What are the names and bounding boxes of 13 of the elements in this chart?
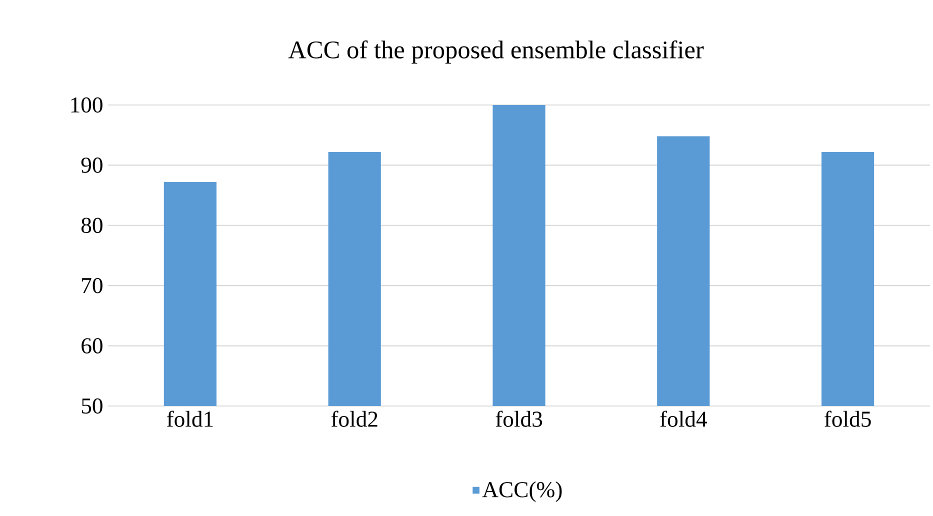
y-tick-label: 80 — [81, 218, 102, 234]
y-tick-label: 60 — [82, 338, 102, 354]
y-tick-label: 50 — [82, 398, 102, 414]
y-tick-label: 70 — [82, 278, 102, 294]
y-tick-label: 90 — [81, 158, 102, 173]
x-tick-label: fold4 — [660, 410, 707, 427]
x-tick-label: fold1 — [166, 410, 213, 427]
chart-title: ACC of the proposed ensemble classifier — [288, 40, 704, 64]
legend-label: ACC(%) — [482, 481, 562, 502]
x-tick-label: fold2 — [331, 410, 378, 427]
x-tick-label: fold5 — [824, 410, 871, 427]
y-tick-label: 100 — [71, 97, 102, 113]
x-tick-label: fold3 — [496, 410, 542, 427]
